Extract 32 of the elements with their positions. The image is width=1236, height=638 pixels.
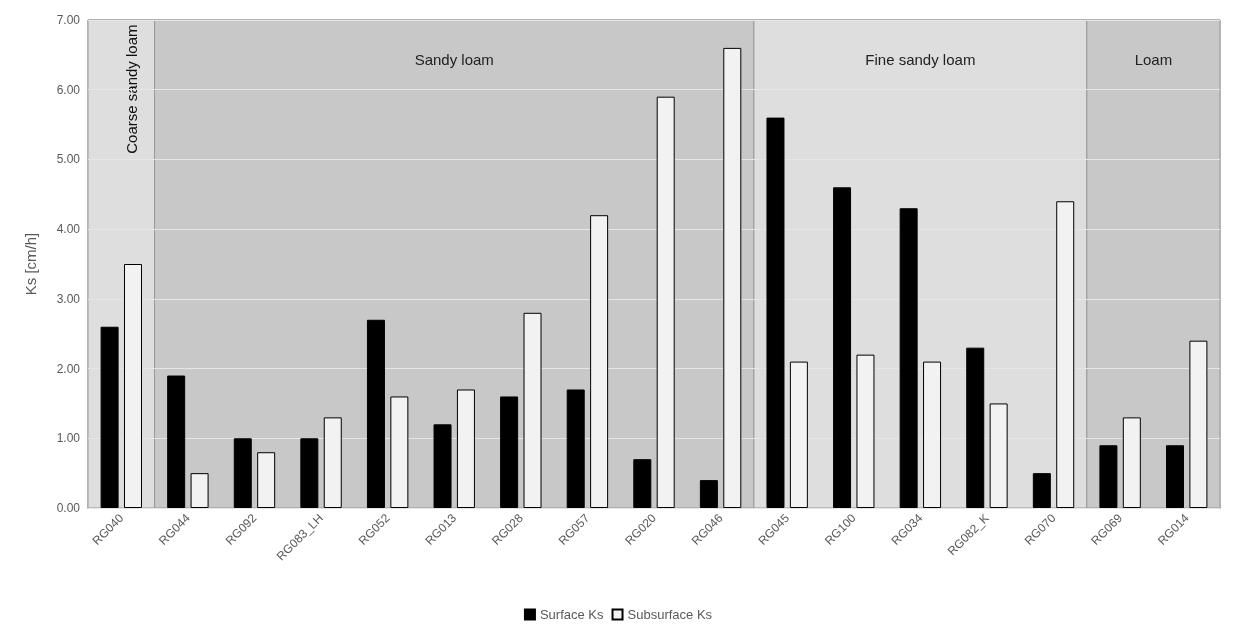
bar: [167, 375, 186, 508]
band-label: Fine sandy loam: [865, 50, 976, 68]
band-label: Coarse sandy loam: [122, 24, 140, 154]
bar: [233, 438, 252, 508]
bar: [100, 326, 119, 508]
y-tick-label: 7.00: [56, 13, 81, 27]
y-tick-label: 1.00: [56, 431, 81, 446]
bar: [699, 480, 718, 508]
bar: [300, 438, 319, 508]
bar: [1032, 473, 1051, 508]
bar: [966, 347, 985, 508]
y-tick-label: 5.00: [56, 152, 81, 167]
y-tick-label: 6.00: [56, 82, 81, 97]
bar: [899, 208, 918, 508]
bar: [1099, 445, 1118, 508]
bar: [633, 459, 652, 508]
bar: [833, 187, 852, 508]
band-label: Sandy loam: [414, 50, 494, 68]
bar: [500, 396, 519, 508]
legend-label: Subsurface Ks: [627, 607, 713, 622]
y-tick-label: 0.00: [56, 501, 81, 515]
bar: [766, 117, 785, 508]
y-axis-title: Ks [cm/h]: [22, 232, 39, 296]
bar: [566, 389, 585, 508]
y-tick-label: 4.00: [56, 222, 81, 237]
bar: [1166, 445, 1185, 508]
bar: [366, 319, 385, 508]
band-label: Loam: [1134, 50, 1173, 68]
y-tick-label: 2.00: [56, 361, 81, 376]
y-tick-label: 3.00: [56, 291, 81, 306]
legend-label: Surface Ks: [539, 607, 605, 622]
bar: [433, 424, 452, 508]
